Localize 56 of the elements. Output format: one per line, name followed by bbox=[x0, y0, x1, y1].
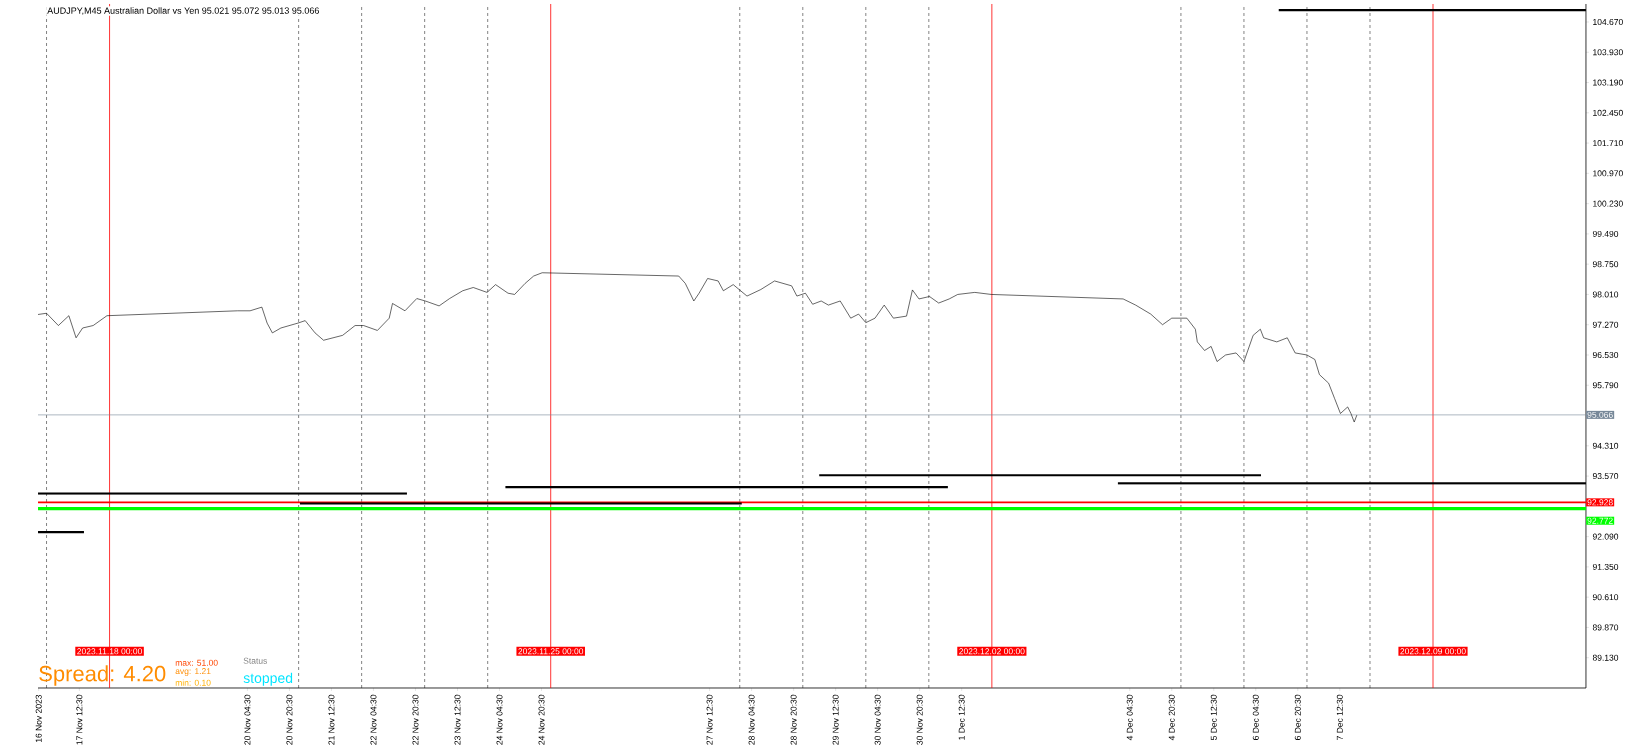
y-tick-label: 92.090 bbox=[1592, 533, 1619, 540]
x-tick-label: 20 Nov 04:30 bbox=[244, 694, 251, 745]
annotation: stopped bbox=[243, 672, 293, 686]
y-tick-label: 100.970 bbox=[1593, 170, 1623, 177]
x-tick-label: 30 Nov 20:30 bbox=[916, 694, 923, 745]
y-tick-label: 93.570 bbox=[1592, 473, 1619, 480]
y-tick-label: 98.010 bbox=[1592, 291, 1619, 298]
y-tick-label: 103.190 bbox=[1593, 79, 1623, 86]
y-tick-label: 90.610 bbox=[1592, 594, 1619, 601]
annotation: max: 51.00 bbox=[175, 659, 218, 666]
y-tick-label: 104.670 bbox=[1593, 18, 1623, 25]
x-tick-label: 30 Nov 04:30 bbox=[874, 694, 881, 745]
x-tick-label: 5 Dec 12:30 bbox=[1210, 694, 1217, 741]
x-tick-label: 20 Nov 20:30 bbox=[286, 694, 293, 745]
x-tick-label: 23 Nov 12:30 bbox=[454, 694, 461, 745]
x-tick-label: 6 Dec 04:30 bbox=[1252, 694, 1259, 740]
x-tick-label: 22 Nov 20:30 bbox=[412, 694, 419, 745]
y-tick-label: 100.230 bbox=[1593, 200, 1623, 207]
x-tick-label: 16 Nov 2023 bbox=[35, 694, 42, 743]
x-tick-label: 7 Dec 12:30 bbox=[1336, 694, 1343, 740]
y-tick-label: 98.750 bbox=[1592, 261, 1619, 268]
x-tick-label: 28 Nov 04:30 bbox=[748, 694, 755, 745]
x-tick-label: 1 Dec 12:30 bbox=[958, 694, 965, 740]
annotation: Status bbox=[243, 657, 267, 664]
y-tick-label: 101.710 bbox=[1593, 140, 1623, 147]
x-tick-label: 4 Dec 20:30 bbox=[1168, 694, 1175, 741]
x-tick-label: 17 Nov 12:30 bbox=[76, 694, 83, 745]
annotation: min: 0.10 bbox=[175, 679, 211, 686]
y-tick-label: 89.870 bbox=[1592, 624, 1619, 631]
y-tick-label: 94.310 bbox=[1592, 442, 1619, 449]
ref-line-label: 2023.11.25 00:00 bbox=[518, 648, 584, 655]
ref-line-label: 95.066 bbox=[1587, 411, 1613, 418]
ref-line-label: 2023.12.09 00:00 bbox=[1400, 648, 1466, 655]
y-tick-label: 96.530 bbox=[1592, 351, 1619, 358]
y-tick-label: 99.490 bbox=[1592, 230, 1619, 237]
x-tick-label: 27 Nov 12:30 bbox=[706, 694, 713, 745]
ref-line-label: 2023.11.18 00:00 bbox=[77, 648, 142, 655]
x-tick-label: 22 Nov 04:30 bbox=[370, 694, 377, 745]
x-tick-label: 28 Nov 20:30 bbox=[790, 694, 797, 745]
x-tick-label: 4 Dec 04:30 bbox=[1126, 694, 1133, 741]
y-tick-label: 89.130 bbox=[1592, 654, 1619, 661]
ref-line-label: 92.772 bbox=[1587, 517, 1613, 524]
x-tick-label: 6 Dec 20:30 bbox=[1294, 694, 1301, 740]
x-tick-label: 21 Nov 12:30 bbox=[328, 694, 335, 745]
y-tick-label: 95.790 bbox=[1592, 382, 1619, 389]
y-tick-label: 103.930 bbox=[1593, 49, 1623, 56]
annotation: avg: 1.21 bbox=[175, 668, 211, 676]
y-tick-label: 97.270 bbox=[1592, 321, 1619, 328]
y-tick-label: 91.350 bbox=[1592, 563, 1619, 570]
y-tick-label: 102.450 bbox=[1593, 109, 1623, 116]
x-tick-label: 24 Nov 20:30 bbox=[538, 694, 545, 745]
chart-title: AUDJPY,M45 Australian Dollar vs Yen 95.021 95.072 95.013 95.066 bbox=[47, 7, 319, 15]
ref-line-label: 92.928 bbox=[1587, 499, 1613, 506]
ref-line-label: 2023.12.02 00:00 bbox=[959, 648, 1025, 655]
x-tick-label: 29 Nov 12:30 bbox=[832, 694, 839, 745]
x-tick-label: 24 Nov 04:30 bbox=[496, 694, 503, 745]
